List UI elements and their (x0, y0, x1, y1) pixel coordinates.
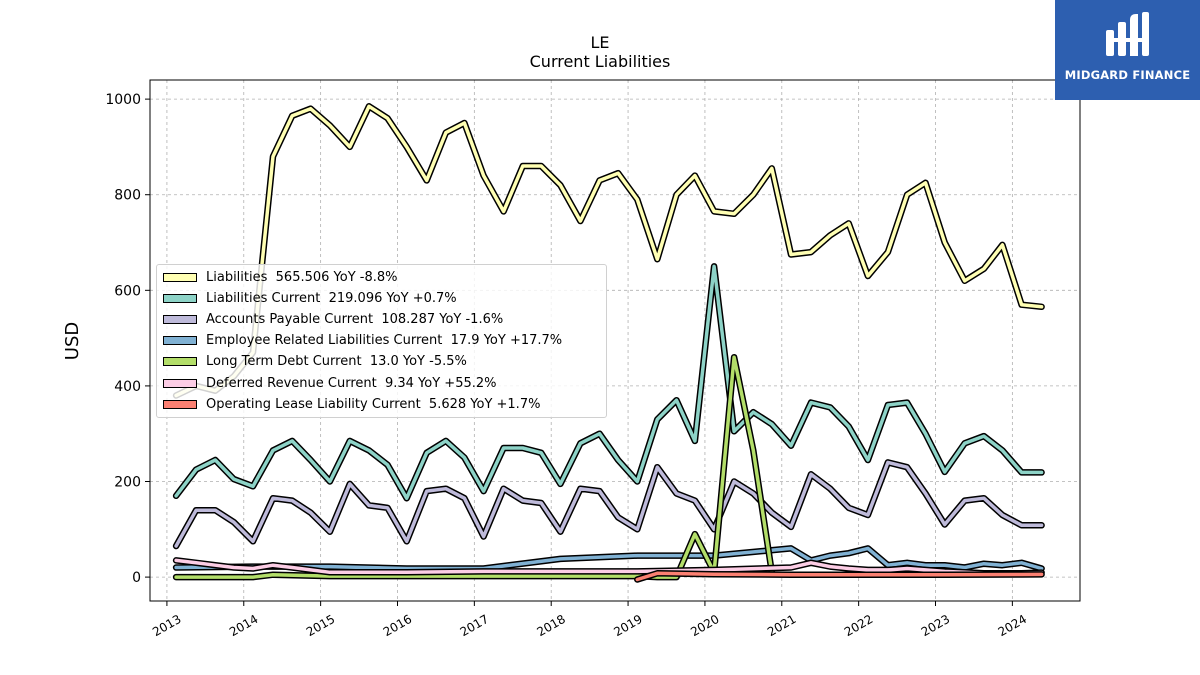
x-tick-label: 2014 (227, 612, 260, 639)
plot-area-frame (149, 79, 1081, 602)
x-tick-label: 2024 (996, 612, 1029, 639)
legend-label: Operating Lease Liability Current 5.628 … (206, 396, 541, 412)
y-axis-label: USD (62, 322, 83, 360)
legend-label: Employee Related Liabilities Current 17.… (206, 333, 563, 349)
y-tick-label: 400 (114, 379, 141, 395)
legend-label: Liabilities 565.506 YoY -8.8% (206, 269, 398, 285)
legend-swatch (163, 314, 197, 324)
x-tick-label: 2017 (458, 612, 491, 639)
x-tick-label: 2016 (381, 612, 414, 639)
legend-swatch (163, 293, 197, 303)
legend-label: Accounts Payable Current 108.287 YoY -1.… (206, 311, 504, 327)
x-tick-label: 2020 (688, 612, 721, 639)
series-layer (172, 103, 1045, 583)
legend-swatch (163, 336, 197, 346)
legend-item: Accounts Payable Current 108.287 YoY -1.… (163, 311, 503, 327)
series-line-operating-lease-liability-current (635, 571, 1044, 582)
series-line-liabilities (174, 104, 1044, 398)
legend-item: Liabilities Current 219.096 YoY +0.7% (163, 290, 457, 306)
logo-text: MIDGARD FINANCE (1064, 68, 1191, 82)
chart-subtitle: Current Liabilities (529, 52, 671, 71)
x-tick-label: 2023 (919, 612, 952, 639)
y-tick-label: 1000 (105, 92, 141, 108)
y-tick-label: 600 (114, 283, 141, 299)
midgard-finance-logo: MIDGARD FINANCE (1055, 0, 1200, 100)
legend-swatch (163, 399, 197, 409)
x-tick-label: 2015 (304, 612, 337, 639)
legend-swatch (163, 357, 197, 367)
x-tick-label: 2022 (842, 612, 875, 639)
series-line-accounts-payable-current (174, 460, 1044, 548)
x-tick-label: 2018 (534, 612, 567, 639)
legend-item: Liabilities 565.506 YoY -8.8% (163, 269, 398, 285)
chart-legend: Liabilities 565.506 YoY -8.8% Liabilities… (156, 264, 607, 418)
y-tick-label: 200 (114, 475, 141, 491)
legend-swatch (163, 272, 197, 282)
x-tick-label: 2021 (765, 612, 798, 639)
legend-swatch (163, 378, 197, 388)
y-tick-label: 800 (114, 188, 141, 204)
legend-item: Employee Related Liabilities Current 17.… (163, 333, 562, 349)
legend-label: Liabilities Current 219.096 YoY +0.7% (206, 290, 457, 306)
series-line-liabilities-current (174, 264, 1044, 500)
x-tick-label: 2013 (150, 612, 183, 639)
legend-label: Deferred Revenue Current 9.34 YoY +55.2% (206, 375, 497, 391)
series-line-employee-related-liabilities-current (174, 546, 1044, 571)
legend-label: Long Term Debt Current 13.0 YoY -5.5% (206, 354, 467, 370)
legend-item: Deferred Revenue Current 9.34 YoY +55.2% (163, 375, 497, 391)
legend-item: Long Term Debt Current 13.0 YoY -5.5% (163, 354, 467, 370)
y-tick-label: 0 (132, 570, 141, 586)
chart-title: LE (590, 33, 610, 52)
legend-item: Operating Lease Liability Current 5.628 … (163, 396, 540, 412)
x-tick-label: 2019 (611, 612, 644, 639)
midgard-logo-icon (1105, 12, 1149, 56)
